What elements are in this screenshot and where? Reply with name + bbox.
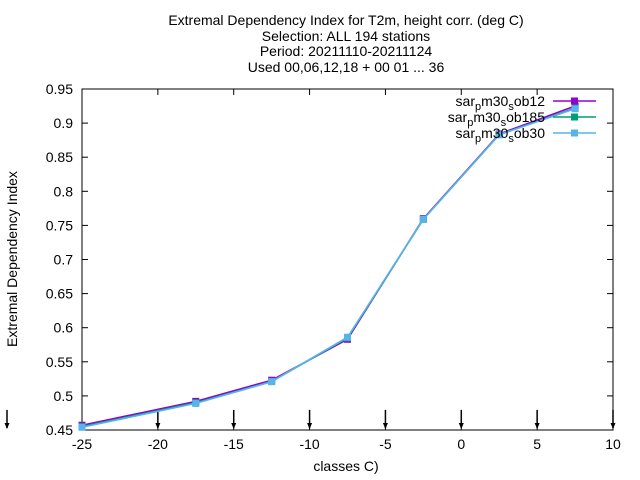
legend-marker bbox=[571, 97, 578, 105]
legend-marker bbox=[571, 129, 578, 137]
x-tick-label: 0 bbox=[457, 436, 465, 452]
title-line-2: Selection: ALL 194 stations bbox=[262, 28, 430, 44]
legend-marker bbox=[571, 113, 578, 121]
x-tick-label: 10 bbox=[605, 436, 621, 452]
data-point bbox=[268, 378, 276, 386]
data-point bbox=[571, 105, 579, 113]
data-point bbox=[419, 215, 427, 223]
x-tick-label: -25 bbox=[72, 436, 92, 452]
class-marker-arrowhead bbox=[610, 423, 616, 429]
x-tick-label: -20 bbox=[148, 436, 168, 452]
x-axis-label: classes C) bbox=[313, 458, 378, 474]
class-marker-arrowhead bbox=[231, 423, 237, 429]
x-axis-ticks: -25 -20 -15 -10 -5 0 5 10 bbox=[72, 89, 621, 452]
data-point bbox=[495, 131, 503, 139]
y-tick-label: 0.45 bbox=[46, 422, 73, 438]
series-layer bbox=[78, 102, 579, 431]
y-tick-label: 0.6 bbox=[54, 320, 74, 336]
class-marker-arrowhead bbox=[155, 423, 161, 429]
class-marker-arrowhead bbox=[307, 423, 313, 429]
x-tick-label: 5 bbox=[533, 436, 541, 452]
y-tick-label: 0.8 bbox=[54, 183, 74, 199]
x-tick-label: -5 bbox=[379, 436, 392, 452]
class-marker-arrowhead bbox=[458, 423, 464, 429]
legend-entry: sarpm30sob185 bbox=[448, 109, 596, 129]
legend-label: sarpm30sob12 bbox=[456, 93, 546, 113]
y-axis-ticks: 0.45 0.5 0.55 0.6 0.65 0.7 0.75 0.8 0.85 0.9 0.95 bbox=[46, 81, 613, 438]
y-tick-label: 0.7 bbox=[54, 252, 74, 268]
y-axis-label: Extremal Dependency Index bbox=[4, 171, 20, 347]
series-sar_pm30_sob185 bbox=[78, 104, 579, 431]
x-tick-label: -15 bbox=[224, 436, 244, 452]
chart-title: Extremal Dependency Index for T2m, heigh… bbox=[168, 12, 523, 75]
x-tick-label: -10 bbox=[299, 436, 319, 452]
series-line bbox=[81, 108, 576, 429]
y-tick-label: 0.55 bbox=[46, 354, 73, 370]
title-line-1: Extremal Dependency Index for T2m, heigh… bbox=[168, 12, 523, 28]
series-sar_pm30_sob12 bbox=[78, 102, 579, 429]
legend-entry: sarpm30sob12 bbox=[456, 93, 596, 113]
y-tick-label: 0.85 bbox=[46, 149, 73, 165]
y-tick-label: 0.65 bbox=[46, 286, 73, 302]
y-tick-label: 0.5 bbox=[54, 388, 74, 404]
y-tick-label: 0.9 bbox=[54, 115, 74, 131]
y-tick-label: 0.75 bbox=[46, 217, 73, 233]
legend-label: sarpm30sob30 bbox=[456, 125, 546, 145]
legend-label: sarpm30sob185 bbox=[448, 109, 545, 129]
title-line-4: Used 00,06,12,18 + 00 01 ... 36 bbox=[248, 59, 445, 75]
data-point bbox=[78, 423, 86, 431]
class-marker-arrowhead bbox=[4, 423, 10, 429]
data-point bbox=[344, 333, 351, 341]
series-line bbox=[81, 105, 576, 427]
series-line bbox=[81, 107, 576, 428]
y-tick-label: 0.95 bbox=[46, 81, 73, 97]
class-marker-arrowhead bbox=[534, 423, 540, 429]
title-line-3: Period: 20211110-20211124 bbox=[260, 43, 433, 59]
series-sar_pm30_sob30 bbox=[78, 105, 579, 431]
legend-entry: sarpm30sob30 bbox=[456, 125, 596, 145]
data-point bbox=[192, 399, 200, 407]
class-markers bbox=[4, 409, 616, 429]
class-marker-arrowhead bbox=[382, 423, 388, 429]
